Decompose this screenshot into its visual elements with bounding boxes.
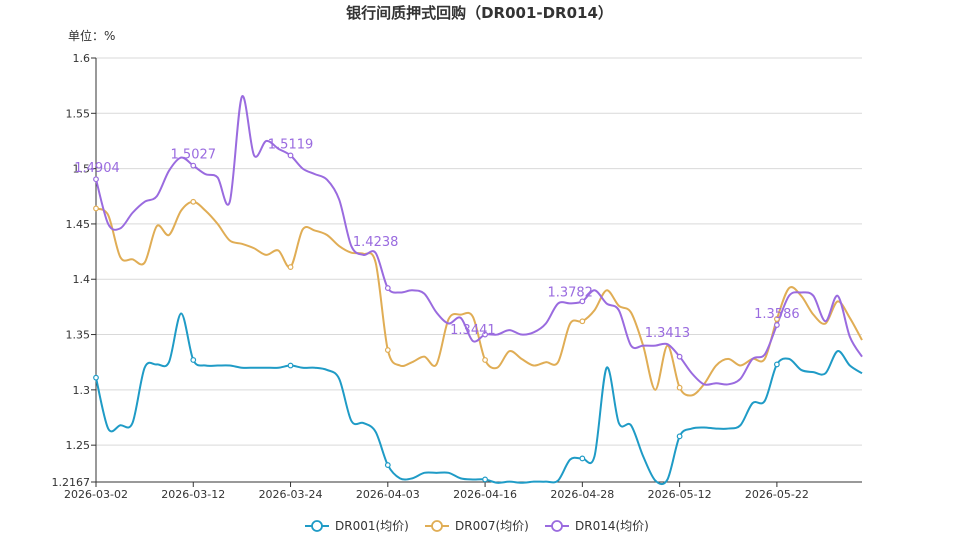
legend-marker — [311, 520, 323, 532]
data-point — [773, 322, 780, 328]
data-point — [579, 298, 586, 305]
data-point — [676, 353, 683, 360]
y-tick-label: 1.55 — [66, 107, 91, 120]
data-point — [773, 316, 780, 322]
legend-item-3[interactable]: DR014(均价) — [545, 519, 649, 533]
unit-label: 单位：% — [68, 28, 115, 43]
data-point — [287, 362, 294, 369]
data-point — [384, 462, 391, 468]
data-label: 1.4904 — [74, 161, 120, 176]
data-point — [190, 162, 197, 169]
x-tick-label: 2026-04-28 — [550, 488, 614, 501]
data-label: 1.3441 — [450, 323, 496, 338]
legend-label: DR001(均价) — [335, 519, 409, 533]
y-tick-label: 1.4 — [73, 273, 91, 286]
axis-layer: 1.2167 1.25 1.3 1.35 1.4 1.45 1.5 1.55 1.6 2026-0… — [52, 52, 862, 501]
x-tick-label: 2026-05-12 — [648, 488, 712, 501]
data-label: 1.3782 — [547, 285, 593, 300]
legend-item-1[interactable]: DR001(均价) — [305, 519, 409, 533]
x-tick-label: 2026-03-02 — [64, 488, 128, 501]
data-point — [287, 264, 294, 270]
data-point — [773, 361, 780, 368]
data-point — [287, 152, 294, 159]
data-point — [579, 455, 586, 462]
legend-marker — [431, 520, 443, 532]
grid-layer — [96, 57, 862, 446]
x-tick-label: 2026-03-24 — [259, 488, 323, 501]
label-layer: 1.4904 1.5027 1.5119 1.4238 1.3441 1.3782 1.34… — [74, 137, 799, 341]
data-label: 1.3413 — [645, 326, 691, 341]
data-point — [384, 285, 391, 291]
data-point — [579, 318, 586, 325]
x-tick-label: 2026-04-16 — [453, 488, 517, 501]
data-point — [93, 176, 99, 183]
x-tick-label: 2026-05-22 — [745, 488, 809, 501]
data-point — [482, 357, 488, 363]
data-point — [190, 357, 197, 363]
legend-label: DR014(均价) — [575, 519, 649, 533]
data-point — [676, 433, 683, 440]
data-label: 1.4238 — [353, 235, 399, 250]
x-tick-label: 2026-04-03 — [356, 488, 420, 501]
data-point — [482, 476, 488, 483]
data-point — [190, 198, 197, 205]
data-label: 1.5027 — [171, 148, 217, 163]
y-tick-label: 1.25 — [66, 439, 91, 452]
legend-label: DR007(均价) — [455, 519, 529, 533]
data-point — [482, 331, 488, 338]
x-tick-label: 2026-03-12 — [161, 488, 225, 501]
legend[interactable]: DR001(均价) DR007(均价) DR014(均价) — [305, 519, 649, 533]
series-line-2 — [95, 200, 863, 397]
y-tick-label: 1.2167 — [52, 476, 91, 489]
chart-title: 银行间质押式回购（DR001-DR014） — [346, 4, 613, 22]
data-point — [384, 347, 391, 353]
series-line-3 — [95, 95, 863, 386]
data-point — [93, 205, 99, 212]
data-label: 1.3586 — [754, 307, 800, 322]
legend-item-2[interactable]: DR007(均价) — [425, 519, 529, 533]
y-tick-label: 1.45 — [66, 218, 91, 231]
legend-marker — [551, 520, 563, 532]
y-tick-label: 1.5 — [73, 163, 91, 176]
marker-layer — [93, 152, 780, 483]
data-point — [676, 384, 683, 391]
y-tick-label: 1.35 — [66, 329, 91, 342]
data-label: 1.5119 — [268, 137, 314, 152]
data-point — [93, 374, 99, 381]
y-tick-label: 1.3 — [73, 384, 91, 397]
y-tick-label: 1.6 — [73, 52, 91, 65]
series-line-1 — [95, 312, 863, 486]
series-layer — [95, 95, 863, 486]
